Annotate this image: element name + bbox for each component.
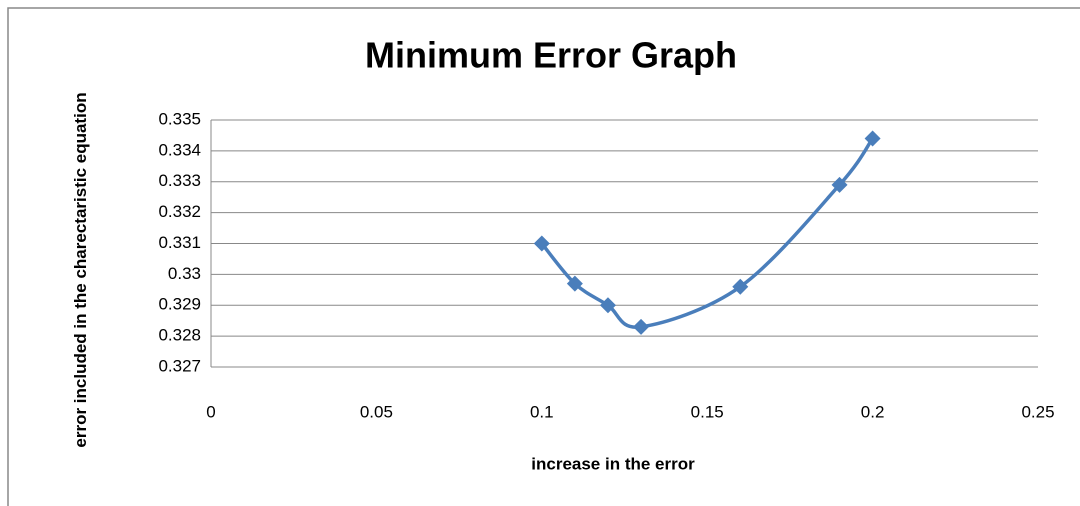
marker [599,297,616,314]
x-tick-label: 0.05 [360,402,393,421]
chart-border [7,7,1080,506]
marker [864,130,881,147]
y-tick-label: 0.335 [158,109,201,128]
y-tick-label: 0.334 [158,140,201,159]
series-line [540,137,875,329]
y-tick-label: 0.331 [158,233,201,252]
y-tick-label: 0.33 [168,264,201,283]
marker [533,235,550,252]
x-tick-label: 0 [206,402,215,421]
x-axis-label: increase in the error [531,454,695,473]
y-tick-label: 0.329 [158,295,201,314]
y-tick-label: 0.332 [158,202,201,221]
y-tick-label: 0.327 [158,356,201,375]
y-axis-label: error included in the charectaristic equ… [71,92,90,448]
marker [566,275,583,292]
y-tick-label: 0.328 [158,326,201,345]
marker [732,278,749,295]
marker [831,176,848,193]
marker [633,318,650,335]
x-tick-label: 0.2 [861,402,885,421]
x-tick-label: 0.15 [691,402,724,421]
x-tick-label: 0.25 [1021,402,1054,421]
x-tick-label: 0.1 [530,402,554,421]
chart-title: Minimum Error Graph [365,35,737,76]
y-tick-label: 0.333 [158,171,201,190]
